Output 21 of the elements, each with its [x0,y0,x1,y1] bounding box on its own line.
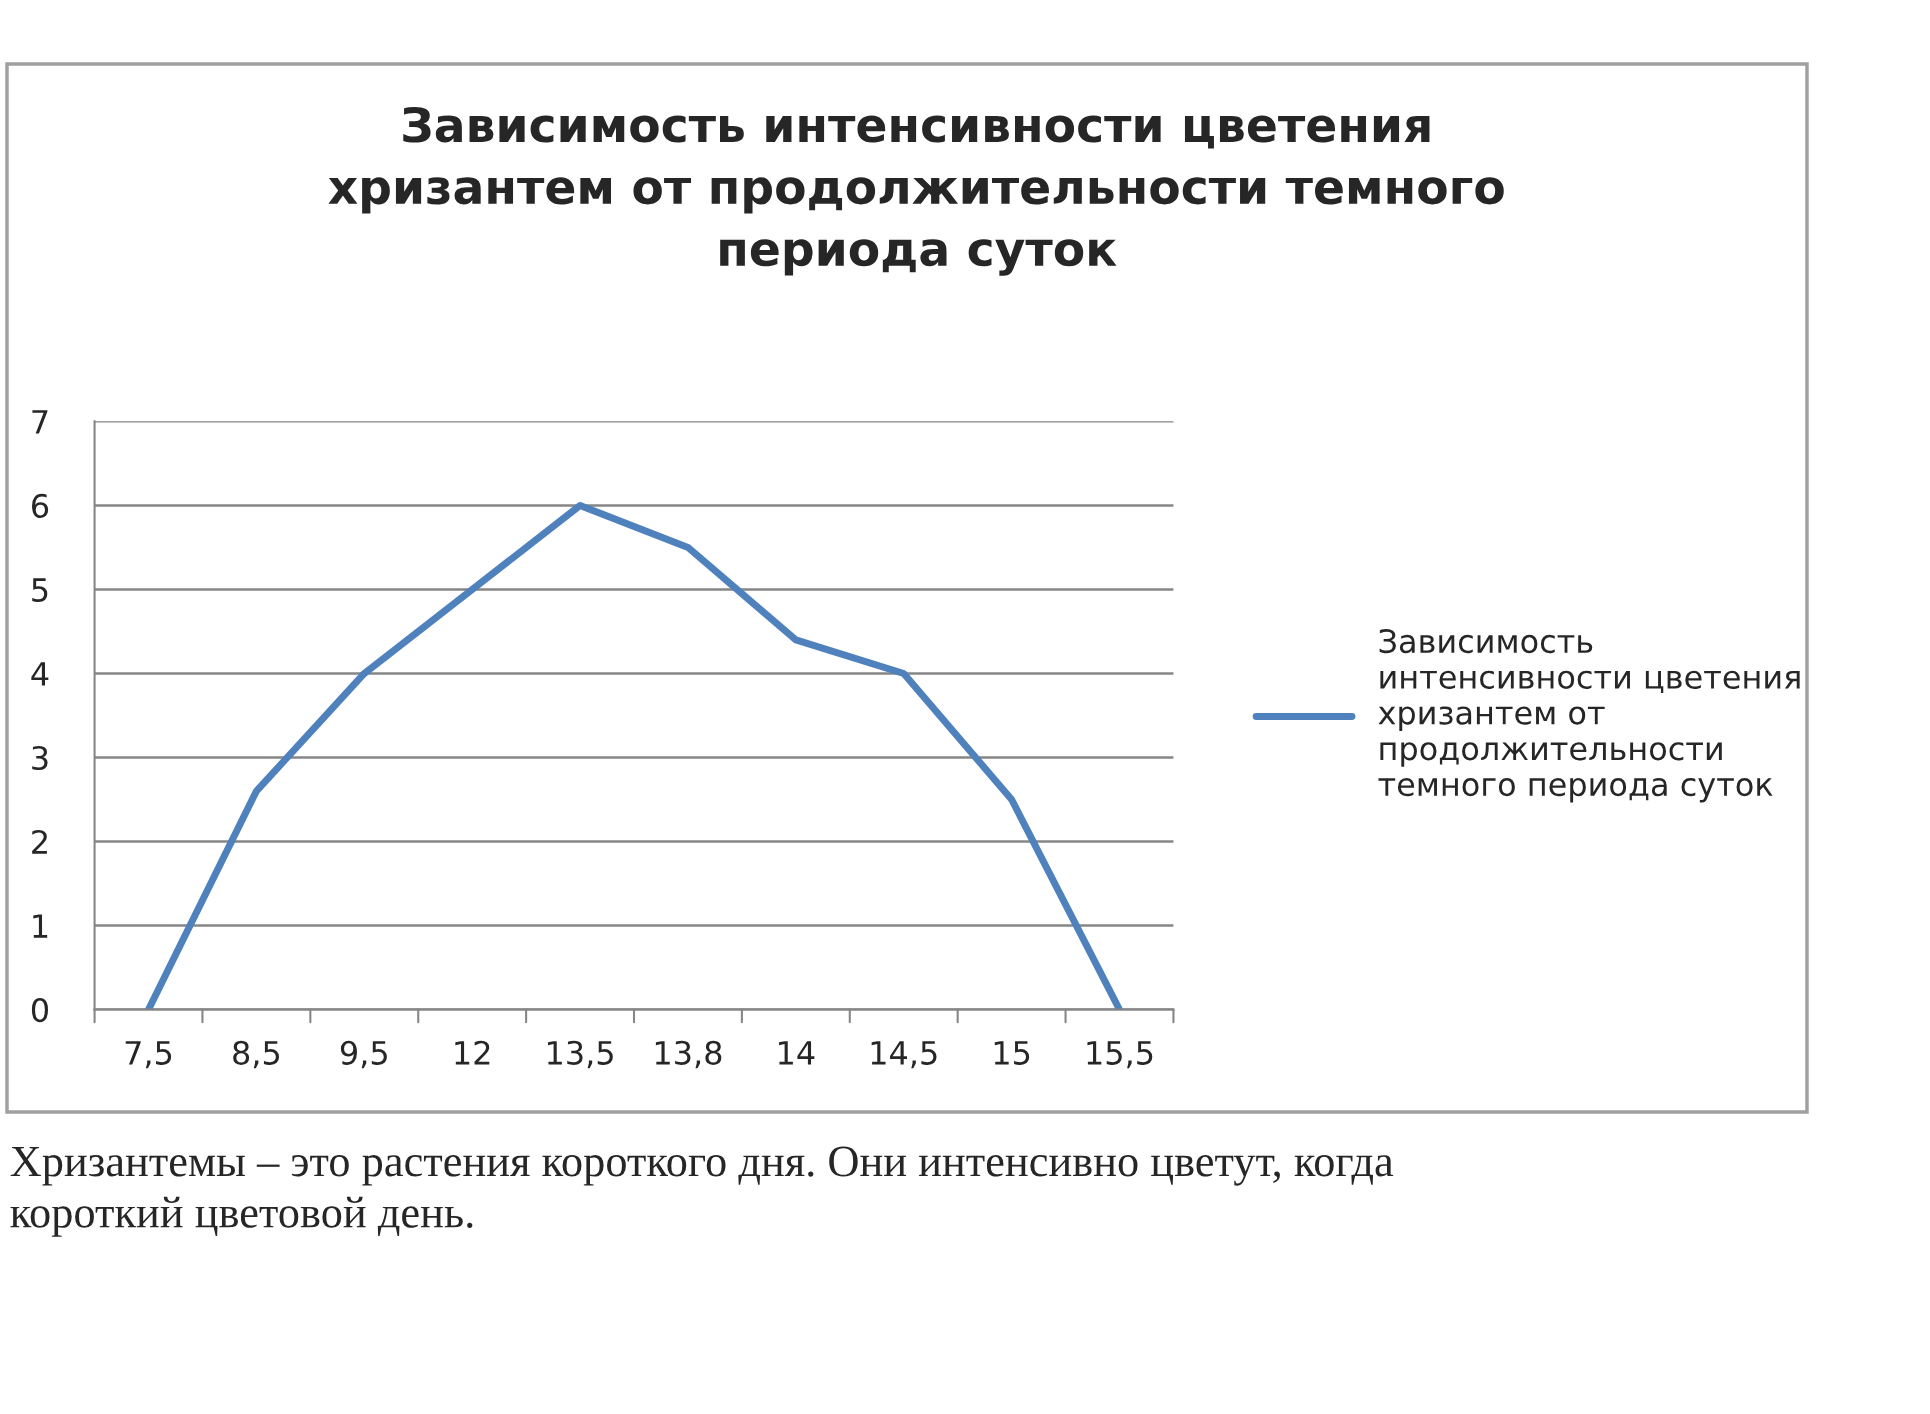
x-tick-label: 13,8 [655,1040,722,1069]
x-tick-label: 14,5 [871,1041,937,1069]
text: Хризантемы – это растения короткого дня. Они интенсивно цветут, когда короткий цветовой день. [10,1146,1394,1237]
x-tick-label: 15,5 [1087,1041,1153,1069]
y-tick-label: 1 [33,914,48,938]
y-tick-label: 7 [32,410,48,434]
x-tick-label: 9,5 [340,1040,387,1069]
y-tick-label: 2 [32,829,47,854]
x-tick-label: 15 [994,1041,1030,1065]
x-tick-label: 8,5 [233,1040,280,1069]
x-tick-label: 14 [779,1041,815,1065]
y-tick-label: 4 [31,662,49,686]
legend-label: Зависимость интенсивности цветения хризантем от продолжительности темного периода суток [1378,629,1800,803]
x-tick-label: 12 [455,1040,490,1065]
chart-title: Зависимость интенсивности цветения хризантем от продолжительности темного периода суток [328,106,1504,276]
y-tick-label: 5 [32,578,48,603]
y-tick-label: 6 [32,493,49,518]
y-tick-label: 0 [31,998,48,1023]
x-tick-label: 7,5 [125,1041,172,1069]
y-tick-label: 3 [32,745,48,771]
x-tick-label: 13,5 [548,1040,613,1069]
